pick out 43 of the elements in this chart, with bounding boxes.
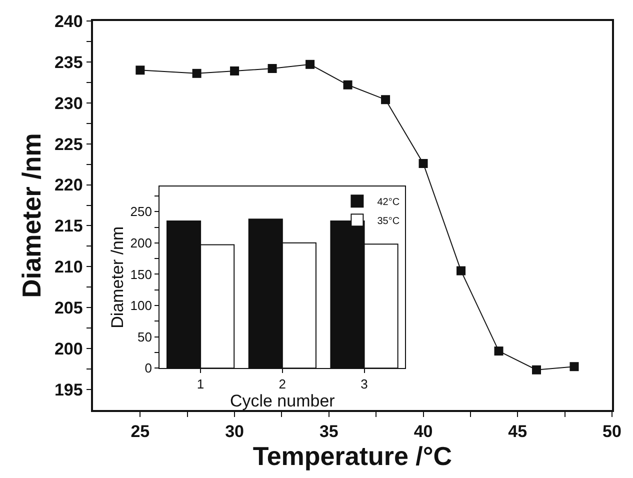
y-tick-label: 250 [130, 204, 152, 220]
y-tick-label: 235 [54, 52, 83, 72]
point [136, 66, 145, 75]
x-tick-label: 40 [414, 422, 433, 442]
x-tick-label: 45 [508, 422, 528, 442]
point [532, 365, 542, 374]
point [570, 362, 579, 372]
x-axis-title: Cycle number [230, 392, 336, 411]
y-tick-label: 230 [54, 94, 83, 113]
point [268, 64, 277, 73]
point [456, 266, 466, 276]
x-tick-label: 25 [130, 422, 150, 442]
y-tick-label: 200 [130, 235, 152, 250]
y-tick-label: 0 [144, 360, 152, 376]
x-tick-label: 1 [196, 376, 204, 392]
point [381, 95, 390, 104]
y-tick-label: 150 [130, 266, 152, 282]
x-axis-title: Temperature /°C [252, 441, 452, 472]
y-tick-label: 215 [54, 216, 83, 236]
point [418, 159, 428, 168]
y-tick-label: 225 [54, 134, 83, 154]
y-tick-label: 205 [54, 298, 83, 318]
point [343, 80, 352, 90]
x-tick-label: 50 [602, 422, 622, 442]
x-tick-label: 30 [225, 422, 244, 442]
x-tick-label: 3 [360, 376, 368, 392]
y-tick-label: 195 [54, 380, 83, 400]
y-tick-label: 210 [54, 258, 83, 277]
x-tick-label: 35 [319, 422, 338, 442]
x-tick-label: 2 [278, 376, 286, 392]
legend-label: 35°C [377, 216, 400, 227]
y-tick-label: 240 [54, 12, 83, 31]
y-tick-label: 200 [54, 340, 83, 359]
point [306, 60, 315, 69]
y-axis-title: Diameter /nm [108, 226, 127, 328]
legend-label: 42°C [377, 196, 400, 208]
point [192, 68, 202, 78]
y-tick-label: 50 [138, 329, 152, 344]
y-tick-label: 220 [54, 176, 83, 195]
point [230, 66, 240, 76]
y-tick-label: 100 [130, 298, 152, 314]
y-axis-title: Diameter /nm [16, 133, 46, 298]
point [494, 346, 504, 356]
